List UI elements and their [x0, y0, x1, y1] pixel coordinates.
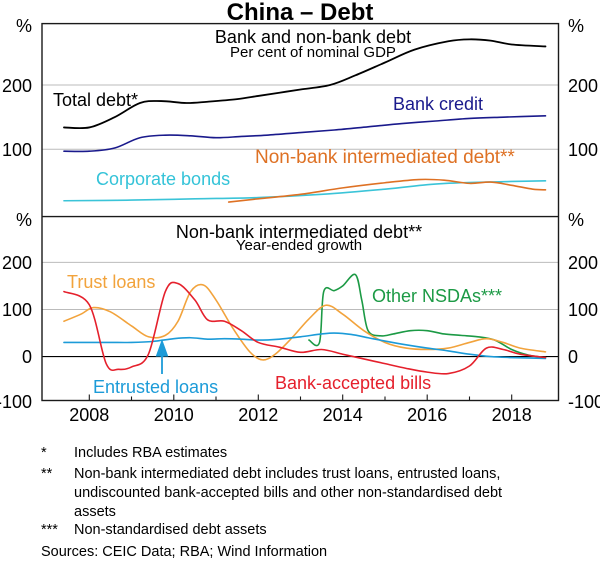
svg-text:%: %	[16, 16, 32, 36]
svg-text:200: 200	[568, 253, 598, 273]
svg-text:-100: -100	[0, 392, 32, 412]
svg-text:0: 0	[22, 347, 32, 367]
svg-text:2010: 2010	[154, 405, 194, 425]
svg-text:**: **	[41, 466, 53, 482]
svg-text:Year-ended growth: Year-ended growth	[236, 237, 362, 254]
svg-text:%: %	[568, 16, 584, 36]
svg-text:Corporate bonds: Corporate bonds	[96, 169, 230, 189]
svg-text:Trust loans: Trust loans	[67, 272, 155, 292]
svg-text:Entrusted loans: Entrusted loans	[93, 377, 218, 397]
svg-text:***: ***	[41, 522, 58, 538]
svg-text:Non-standardised debt assets: Non-standardised debt assets	[74, 522, 267, 538]
svg-text:200: 200	[2, 253, 32, 273]
svg-text:Sources: CEIC Data; RBA; Wind: Sources: CEIC Data; RBA; Wind Informatio…	[41, 544, 327, 560]
svg-text:100: 100	[2, 300, 32, 320]
svg-text:2018: 2018	[492, 405, 532, 425]
svg-text:Non-bank intermediated debt**: Non-bank intermediated debt**	[255, 147, 515, 168]
svg-text:100: 100	[568, 140, 598, 160]
svg-text:assets: assets	[74, 504, 116, 520]
svg-text:Non-bank intermediated debt in: Non-bank intermediated debt includes tru…	[74, 466, 500, 482]
svg-text:100: 100	[568, 300, 598, 320]
svg-text:2012: 2012	[238, 405, 278, 425]
svg-text:2008: 2008	[69, 405, 109, 425]
svg-text:200: 200	[568, 76, 598, 96]
svg-text:Bank credit: Bank credit	[393, 94, 483, 114]
svg-text:100: 100	[2, 140, 32, 160]
svg-text:-100: -100	[568, 392, 600, 412]
svg-text:China – Debt: China – Debt	[227, 0, 374, 26]
svg-text:2016: 2016	[407, 405, 447, 425]
svg-text:200: 200	[2, 76, 32, 96]
svg-text:Includes RBA estimates: Includes RBA estimates	[74, 445, 227, 461]
svg-text:%: %	[16, 210, 32, 230]
svg-text:0: 0	[568, 347, 578, 367]
svg-text:%: %	[568, 210, 584, 230]
svg-text:Other NSDAs***: Other NSDAs***	[372, 286, 502, 306]
svg-text:2014: 2014	[323, 405, 363, 425]
svg-text:*: *	[41, 445, 47, 461]
svg-text:Bank-accepted bills: Bank-accepted bills	[275, 373, 431, 393]
svg-text:Per cent of nominal GDP: Per cent of nominal GDP	[230, 44, 396, 61]
svg-text:undiscounted bank-accepted bil: undiscounted bank-accepted bills and oth…	[74, 485, 502, 501]
svg-text:Total debt*: Total debt*	[53, 90, 138, 110]
